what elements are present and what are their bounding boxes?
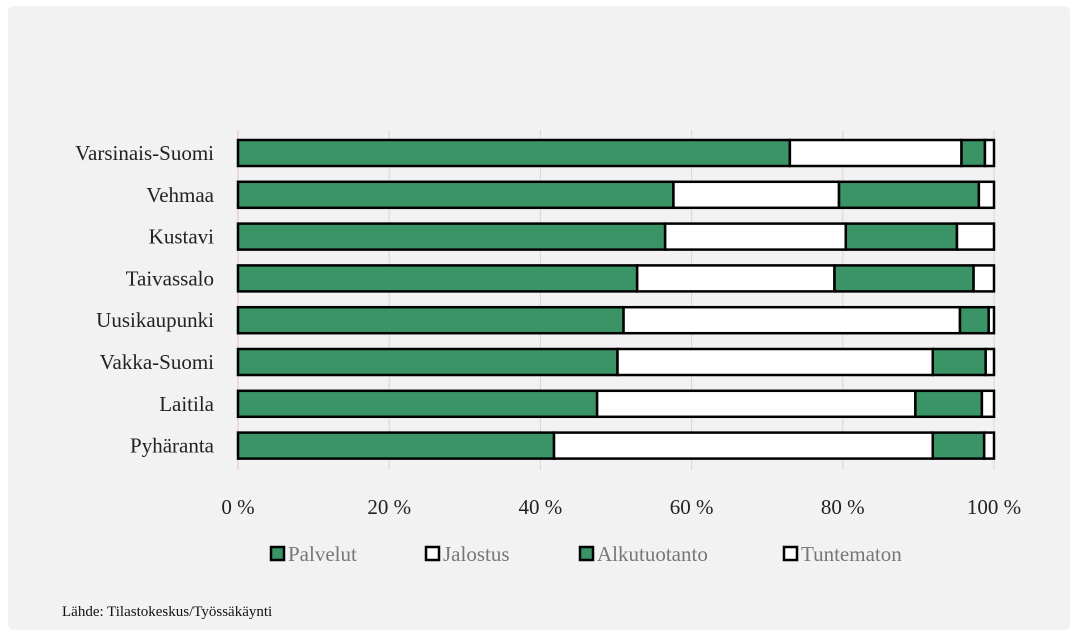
legend-item-palvelut: Palvelut xyxy=(269,542,357,566)
legend-label: Palvelut xyxy=(288,542,357,566)
bar-segment-alkutuotanto xyxy=(833,264,975,293)
bar-segment-tuntematon xyxy=(983,138,996,168)
legend-label: Alkutuotanto xyxy=(597,542,708,566)
bar-segment-alkutuotanto xyxy=(931,347,987,377)
bar-segment-palvelut xyxy=(236,264,639,293)
x-tick-label: 100 % xyxy=(967,495,1021,519)
legend-item-tuntematon: Tuntematon xyxy=(782,542,902,566)
bar-segment-alkutuotanto xyxy=(958,305,990,335)
legend-swatch xyxy=(578,545,595,562)
x-tick-label: 20 % xyxy=(367,495,411,519)
bar-segment-jalostus xyxy=(552,431,935,460)
category-label: Vehmaa xyxy=(146,183,214,207)
category-label: Varsinais-Suomi xyxy=(75,141,214,165)
bar-segment-alkutuotanto xyxy=(960,138,987,168)
bar-segment-tuntematon xyxy=(987,305,996,335)
x-tick-label: 40 % xyxy=(519,495,563,519)
category-label: Uusikaupunki xyxy=(96,308,214,332)
bar-segment-palvelut xyxy=(236,431,556,460)
bar-segment-palvelut xyxy=(236,138,792,168)
x-tick-label: 0 % xyxy=(221,495,254,519)
legend-swatch xyxy=(782,545,799,562)
bar-segment-tuntematon xyxy=(955,222,996,251)
bar-segment-alkutuotanto xyxy=(837,180,981,210)
chart-bars xyxy=(236,138,996,460)
bar-segment-palvelut xyxy=(236,389,599,419)
bar-segment-alkutuotanto xyxy=(844,222,959,251)
bar-segment-jalostus xyxy=(672,180,841,210)
bar-segment-alkutuotanto xyxy=(914,389,984,419)
legend-item-jalostus: Jalostus xyxy=(424,542,510,566)
x-tick-label: 80 % xyxy=(821,495,865,519)
bar-segment-jalostus xyxy=(616,347,935,377)
bar-segment-palvelut xyxy=(236,222,667,251)
legend-label: Jalostus xyxy=(443,542,510,566)
category-label: Taivassalo xyxy=(126,266,214,290)
bar-segment-palvelut xyxy=(236,347,619,377)
bar-segment-tuntematon xyxy=(972,264,996,293)
bar-segment-jalostus xyxy=(622,305,962,335)
category-label: Kustavi xyxy=(149,225,214,249)
legend-swatch xyxy=(424,545,441,562)
bar-segment-palvelut xyxy=(236,180,675,210)
category-labels: Varsinais-Suomi Vehmaa Kustavi Taivassalo Uu… xyxy=(75,141,215,458)
bar-segment-jalostus xyxy=(663,222,848,251)
bar-segment-tuntematon xyxy=(980,389,996,419)
category-label: Laitila xyxy=(159,392,214,416)
x-axis-tick-labels: 0 % 20 % 40 % 60 % 80 % 100 % xyxy=(221,495,1021,519)
legend-item-alkutuotanto: Alkutuotanto xyxy=(578,542,708,566)
category-label: Vakka-Suomi xyxy=(100,350,214,374)
chart-legend: Palvelut Jalostus Alkutuotanto Tuntematon xyxy=(269,542,902,566)
bar-segment-tuntematon xyxy=(977,180,996,210)
bar-segment-alkutuotanto xyxy=(931,431,986,460)
bar-segment-jalostus xyxy=(595,389,917,419)
legend-label: Tuntematon xyxy=(801,542,902,566)
bar-segment-jalostus xyxy=(635,264,836,293)
bar-segment-tuntematon xyxy=(984,347,996,377)
source-note: Lähde: Tilastokeskus/Työssäkäynti xyxy=(62,604,273,620)
legend-swatch xyxy=(269,545,286,562)
bar-segment-tuntematon xyxy=(982,431,996,460)
x-tick-label: 60 % xyxy=(670,495,714,519)
bar-segment-palvelut xyxy=(236,305,625,335)
category-label: Pyhäranta xyxy=(130,434,215,458)
bar-segment-jalostus xyxy=(788,138,963,168)
